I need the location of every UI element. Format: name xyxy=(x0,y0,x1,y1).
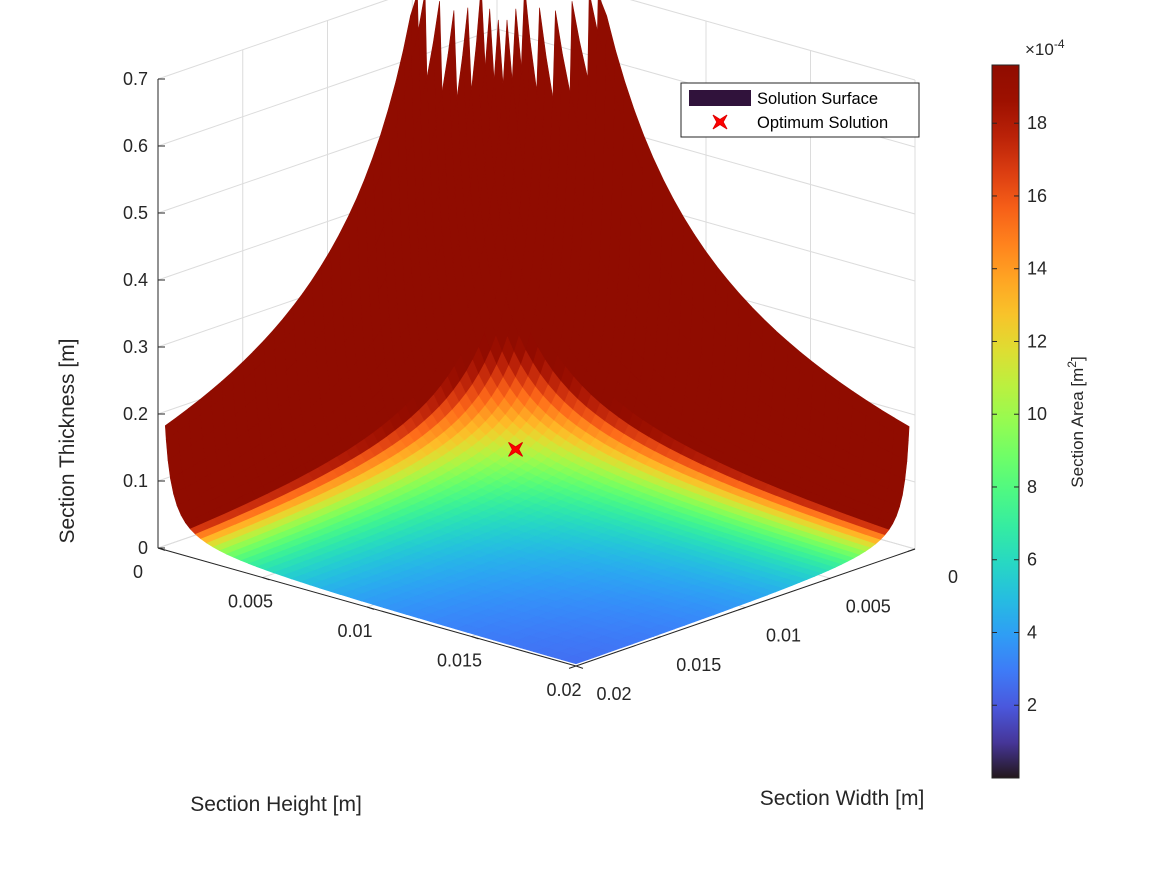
colorbar-exponent-power: -4 xyxy=(1054,37,1065,51)
legend-label-surface: Solution Surface xyxy=(757,90,878,108)
grid-line-wall-thickness-a xyxy=(629,0,916,81)
x-axis-label: Section Height [m] xyxy=(190,793,362,816)
colorbar-exponent: ×10-4 xyxy=(1025,37,1065,59)
colorbar-tick-label: 4 xyxy=(1027,622,1037,642)
z-tick-label: 0.7 xyxy=(123,69,148,89)
z-tick-label: 0.1 xyxy=(123,471,148,491)
x-tick-label: 0.01 xyxy=(337,621,372,641)
colorbar-exponent-base: ×10 xyxy=(1025,40,1054,59)
colorbar-label-main: Section Area [m xyxy=(1068,368,1087,488)
legend: Solution Surface Optimum Solution xyxy=(680,82,920,138)
y-tick-label: 0.01 xyxy=(766,626,801,646)
y-axis-tick xyxy=(738,607,746,611)
x-tick-label: 0.005 xyxy=(228,592,273,612)
colorbar-tick-label: 10 xyxy=(1027,404,1047,424)
y-tick-label: 0.015 xyxy=(676,655,721,675)
x-tick-label: 0.02 xyxy=(546,680,581,700)
x-axis-tick xyxy=(366,606,375,610)
solution-surface xyxy=(164,0,910,665)
y-axis-tick xyxy=(568,665,577,669)
y-axis-tick xyxy=(823,577,831,582)
z-axis-label: Section Thickness [m] xyxy=(56,338,79,543)
colorbar-tick-label: 6 xyxy=(1027,550,1037,570)
colorbar-tick-label: 8 xyxy=(1027,477,1037,497)
x-marker-icon xyxy=(712,114,728,130)
colorbar-gradient xyxy=(991,64,1020,779)
y-axis-label: Section Width [m] xyxy=(760,787,925,810)
z-tick-label: 0.3 xyxy=(123,337,148,357)
colorbar-label-power: 2 xyxy=(1065,361,1079,368)
x-axis-tick xyxy=(262,577,270,581)
z-tick-label: 0.4 xyxy=(123,270,148,290)
z-tick-label: 0.6 xyxy=(123,136,148,156)
colorbar-label: Section Area [m2] xyxy=(1065,356,1087,487)
legend-label-optimum: Optimum Solution xyxy=(757,114,888,132)
x-tick-label: 0.015 xyxy=(437,651,482,671)
grid-line-wall-thickness-b xyxy=(157,0,389,80)
y-tick-label: 0.005 xyxy=(846,596,891,616)
z-tick-label: 0.5 xyxy=(123,203,148,223)
x-axis-tick xyxy=(575,665,584,669)
colorbar-tick-label: 18 xyxy=(1027,113,1047,133)
axes: 0 0.005 0.01 0.015 0.02 0 0.005 0.01 0.015 0.02 0 0… xyxy=(123,69,958,704)
x-tick-label: 0 xyxy=(133,562,143,582)
y-tick-label: 0 xyxy=(948,567,958,587)
colorbar-tick-label: 16 xyxy=(1027,186,1047,206)
surface-patch xyxy=(560,655,589,665)
z-tick-label: 0 xyxy=(138,538,148,558)
z-tick-label: 0.2 xyxy=(123,404,148,424)
colorbar-tick-label: 14 xyxy=(1027,259,1047,279)
x-axis-tick xyxy=(471,636,479,640)
y-axis-tick xyxy=(907,548,916,552)
y-tick-label: 0.02 xyxy=(596,684,631,704)
colorbar-tick-label: 12 xyxy=(1027,331,1047,351)
optimum-solution-marker xyxy=(508,441,524,457)
x-marker-icon xyxy=(508,441,524,457)
legend-marker-optimum xyxy=(712,114,728,130)
colorbar-label-suffix: ] xyxy=(1068,356,1087,361)
y-axis-tick xyxy=(653,636,661,640)
colorbar-ticks: 2 4 6 8 10 12 14 16 18 xyxy=(992,113,1047,715)
legend-swatch-surface xyxy=(689,90,751,106)
colorbar-tick-label: 2 xyxy=(1027,695,1037,715)
